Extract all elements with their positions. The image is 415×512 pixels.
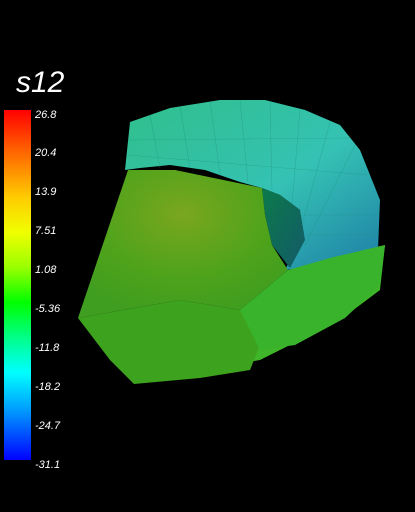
colorbar-tick-5: -5.36 — [35, 303, 61, 315]
model-upper-shell — [125, 100, 380, 270]
colorbar-tick-8: -24.7 — [35, 420, 61, 432]
model-inner-cavity — [262, 188, 305, 268]
model-right-lobe — [240, 245, 385, 350]
model-bottom-face — [78, 300, 260, 384]
shell-mesh-lines — [127, 99, 378, 246]
colorbar-title: s12 — [16, 66, 65, 99]
colorbar-tick-1: 20.4 — [35, 147, 57, 159]
colorbar-tick-2: 13.9 — [35, 186, 57, 198]
colorbar-tick-9: -31.1 — [35, 459, 61, 471]
colorbar-tick-4: 1.08 — [35, 264, 57, 276]
model-front-face — [78, 170, 288, 318]
colorbar-tick-3: 7.51 — [35, 225, 57, 237]
colorbar — [4, 110, 31, 460]
colorbar-tick-7: -18.2 — [35, 381, 61, 393]
colorbar-tick-0: 26.8 — [35, 109, 57, 121]
colorbar-tick-6: -11.8 — [35, 342, 60, 354]
